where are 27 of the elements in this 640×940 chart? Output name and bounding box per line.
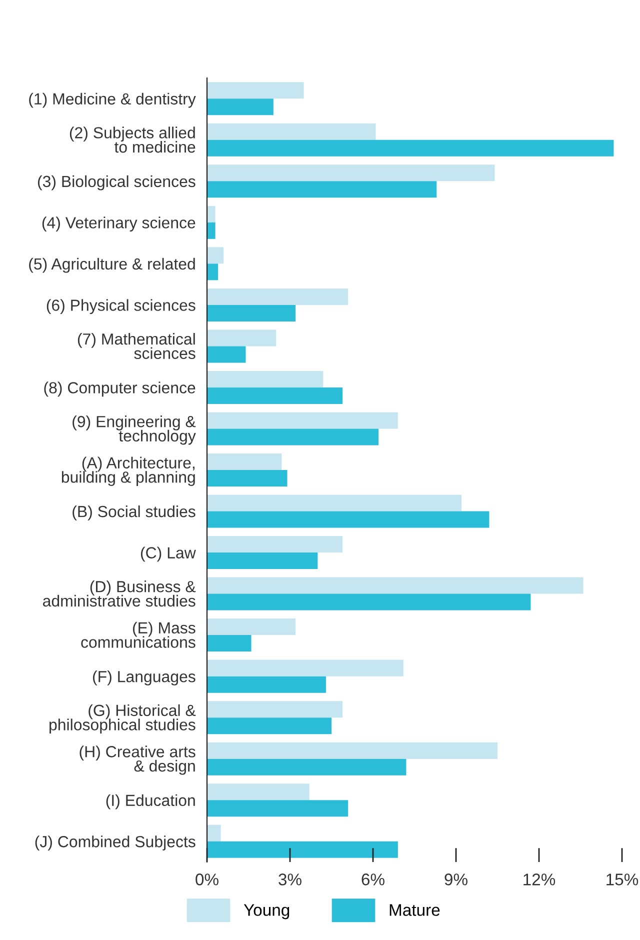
x-tick-label: 6% [362, 874, 384, 886]
y-tick-label: (4) Veterinary science [42, 216, 196, 232]
legend-label: Young [244, 904, 290, 920]
x-tick-label: 9% [444, 874, 468, 886]
y-tick-label: (G) Historical & philosophical studies [50, 704, 196, 734]
y-tick-label: (H) Creative arts & design [80, 746, 196, 775]
x-tick-label: 12% [524, 874, 556, 886]
x-tick-label: 15% [606, 874, 638, 886]
y-tick-label: (J) Combined Subjects [35, 836, 196, 850]
y-tick-label: (I) Education [106, 794, 195, 810]
legend-label: Mature [390, 904, 440, 916]
y-tick-label: (9) Engineering & technology [72, 416, 196, 445]
y-tick-label: (E) Mass communications [81, 622, 196, 648]
y-tick-label: (5) Agriculture & related [29, 258, 195, 273]
y-tick-label: (8) Computer science [44, 382, 196, 397]
y-tick-label: (6) Physical sciences [46, 299, 196, 314]
y-tick-label: (F) Languages [93, 670, 196, 686]
y-tick-label: (2) Subjects allied to medicine [70, 126, 196, 153]
y-tick-label: (1) Medicine & dentistry [29, 92, 196, 108]
y-tick-label: (7) Mathematical sciences [78, 332, 196, 360]
x-tick-label: 0% [196, 874, 218, 886]
y-tick-label: (C) Law [140, 546, 196, 562]
y-tick-label: (D) Business & administrative studies [43, 580, 196, 607]
x-tick-label: 3% [278, 874, 302, 886]
y-tick-label: (B) Social studies [72, 505, 196, 520]
y-tick-label: (3) Biological sciences [38, 175, 196, 190]
y-tick-label: (A) Architecture, building & planning [62, 456, 195, 486]
